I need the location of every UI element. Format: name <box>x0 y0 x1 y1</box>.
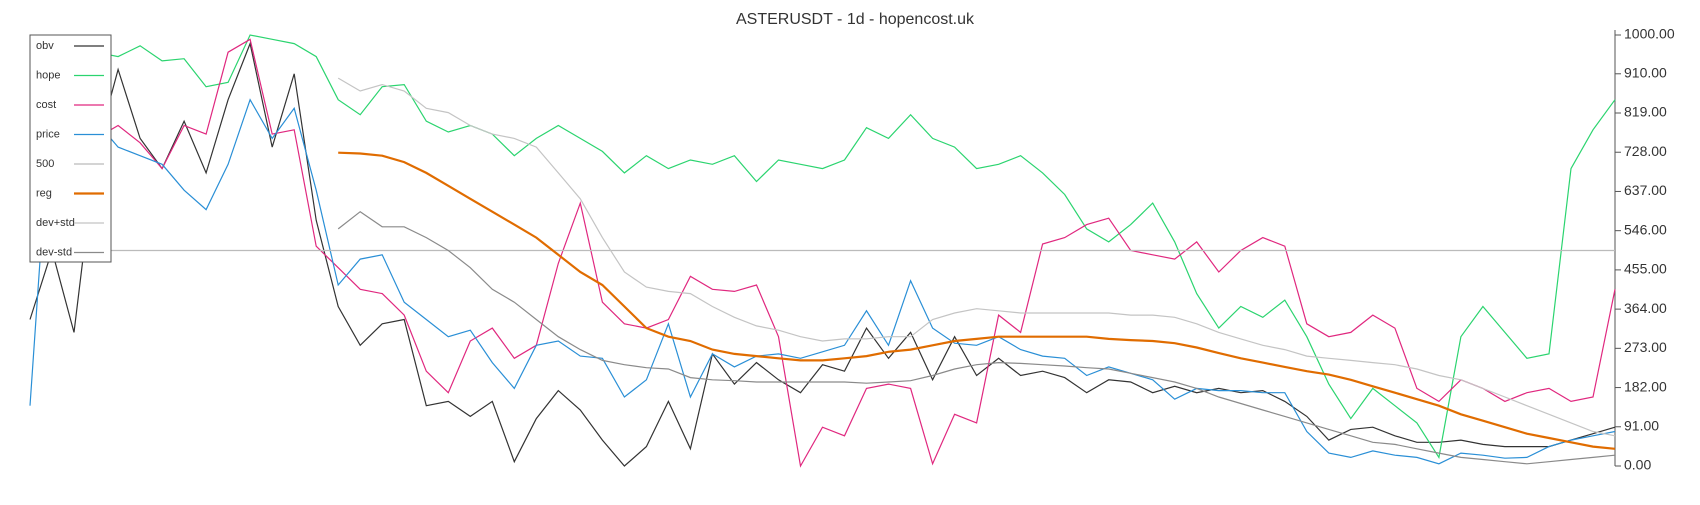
y-tick-label: 273.00 <box>1624 339 1667 355</box>
series-line <box>29 41 1616 467</box>
plot <box>29 34 1616 468</box>
series-line <box>338 151 1616 450</box>
y-tick-label: 546.00 <box>1624 221 1667 237</box>
y-tick-label: 455.00 <box>1624 261 1667 277</box>
y-tick-label: 364.00 <box>1624 300 1667 316</box>
y-tick-label: 910.00 <box>1624 64 1667 80</box>
y-tick-label: 91.00 <box>1624 417 1659 433</box>
series-line <box>95 34 1616 460</box>
legend-label: cost <box>36 99 56 111</box>
series-line <box>337 210 1616 465</box>
series-line <box>29 85 1616 465</box>
legend-label: obv <box>36 40 54 52</box>
y-tick-label: 182.00 <box>1624 378 1667 394</box>
legend-label: hope <box>36 69 60 81</box>
y-tick-label: 637.00 <box>1624 182 1667 198</box>
series-line <box>95 38 1616 468</box>
chart-title: ASTERUSDT - 1d - hopencost.uk <box>736 11 975 28</box>
legend-label: reg <box>36 187 52 199</box>
y-tick-label: 728.00 <box>1624 143 1667 159</box>
legend-label: 500 <box>36 158 54 170</box>
legend-box <box>29 34 112 263</box>
legend: obv hope cost price 500 reg dev+std dev-std <box>36 40 104 258</box>
y-tick-label: 1000.00 <box>1624 26 1675 42</box>
series-line <box>337 77 1616 437</box>
legend-label: dev+std <box>36 217 75 229</box>
legend-label: price <box>36 128 60 140</box>
y-tick-label: 819.00 <box>1624 104 1667 120</box>
y-tick-label: 0.00 <box>1624 457 1651 473</box>
legend-label: dev-std <box>36 246 72 258</box>
